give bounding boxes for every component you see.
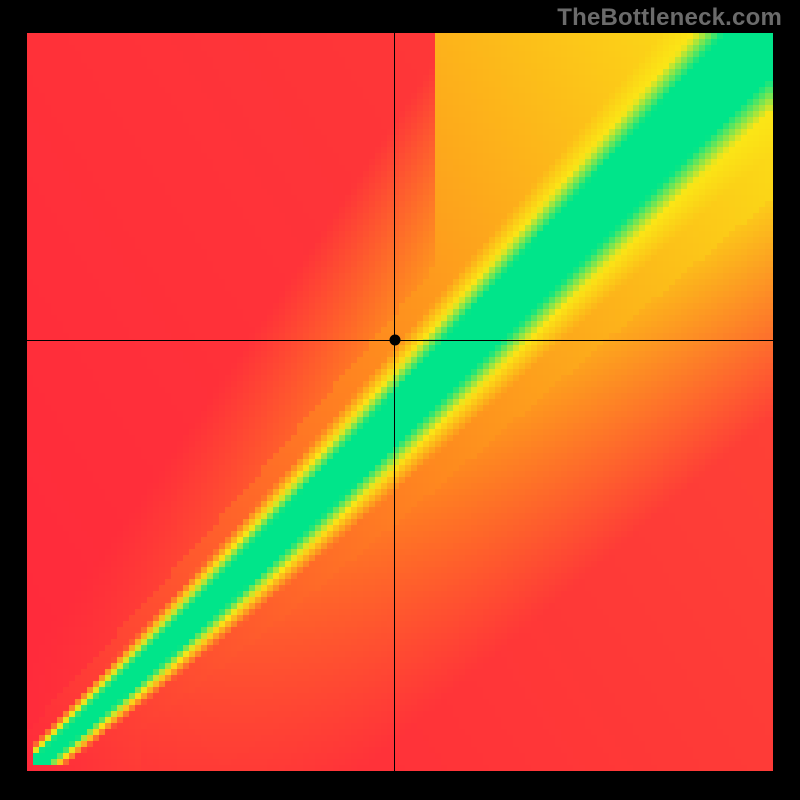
heatmap-plot-area bbox=[27, 33, 773, 771]
crosshair-vertical bbox=[394, 33, 395, 771]
heatmap-canvas bbox=[27, 33, 773, 771]
crosshair-marker-dot bbox=[389, 335, 400, 346]
watermark-text: TheBottleneck.com bbox=[557, 4, 782, 32]
figure-root: TheBottleneck.com bbox=[0, 0, 800, 800]
